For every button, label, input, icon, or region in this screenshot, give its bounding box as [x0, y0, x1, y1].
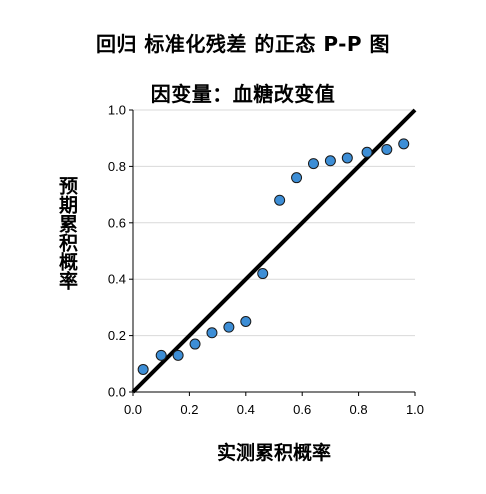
- x-tick-label-2: 0.4: [237, 402, 255, 417]
- data-point-11: [324, 155, 336, 167]
- x-tick-label-0: 0.0: [124, 402, 142, 417]
- data-point-5: [223, 321, 235, 333]
- data-point-15: [398, 138, 410, 150]
- data-point-12: [341, 152, 353, 164]
- data-point-1: [155, 349, 167, 361]
- y-tick-label-2: 0.4: [108, 272, 126, 287]
- data-point-4: [206, 327, 218, 339]
- data-point-14: [381, 143, 393, 155]
- chart-subtitle: 因变量：血糖改变值: [150, 82, 336, 106]
- data-point-6: [240, 316, 252, 327]
- x-axis-label: 实测累积概率: [216, 442, 331, 464]
- data-point-2: [172, 349, 184, 361]
- x-tick-label-3: 0.6: [293, 402, 311, 417]
- data-point-13: [361, 146, 373, 158]
- data-point-9: [291, 172, 303, 184]
- y-tick-label-0: 0.0: [108, 385, 126, 400]
- y-tick-label-1: 0.2: [108, 328, 126, 343]
- data-point-10: [307, 158, 319, 170]
- reference-line: [131, 108, 417, 394]
- data-point-7: [257, 268, 269, 280]
- y-tick-label-5: 1.0: [108, 103, 126, 118]
- y-tick-label-4: 0.8: [108, 159, 126, 174]
- data-point-0: [137, 363, 149, 375]
- x-tick-label-1: 0.2: [180, 402, 198, 417]
- y-tick-label-3: 0.6: [108, 215, 126, 230]
- x-tick-label-4: 0.8: [350, 402, 368, 417]
- data-point-3: [189, 338, 201, 350]
- chart-title: 回归 标准化残差 的正态 P-P 图: [95, 32, 391, 56]
- data-point-8: [274, 194, 286, 206]
- y-axis-label: 预期累积概率: [56, 176, 78, 290]
- x-tick-label-5: 1.0: [406, 402, 424, 417]
